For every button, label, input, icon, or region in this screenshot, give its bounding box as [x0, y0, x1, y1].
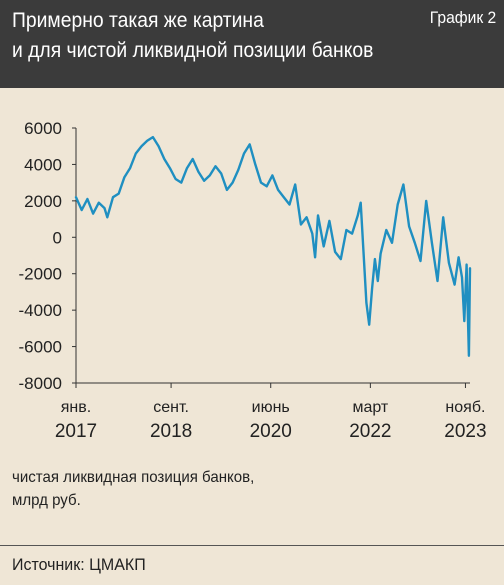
y-tick-label: 4000	[24, 155, 62, 174]
header-bar: Примерно такая же картина и для чистой л…	[0, 0, 504, 88]
y-tick-label: -8000	[19, 374, 62, 393]
caption-line-1: чистая ликвидная позиция банков,	[12, 469, 255, 486]
y-tick-label: -4000	[19, 301, 62, 320]
x-tick-label-month: март	[352, 399, 388, 416]
y-tick-label: 2000	[24, 192, 62, 211]
y-tick-label: -2000	[19, 265, 62, 284]
chart-title: Примерно такая же картина и для чистой л…	[12, 6, 380, 66]
title-line-1: Примерно такая же картина	[12, 9, 264, 32]
y-tick-label: 0	[53, 228, 62, 247]
line-chart: 6000 4000 2000 0 -2000 -4000 -6000 -8000 янв. 201…	[19, 119, 487, 442]
x-tick-label-month: нояб.	[445, 399, 485, 416]
series-line-net-liquidity	[74, 135, 472, 357]
series-caption: чистая ликвидная позиция банков, млрд ру…	[12, 466, 254, 512]
source-divider	[0, 545, 504, 546]
x-tick-label-year: 2020	[250, 421, 292, 442]
x-tick-label-year: 2023	[444, 421, 486, 442]
figure-number-badge: График 2	[429, 8, 496, 27]
caption-line-2: млрд руб.	[12, 492, 81, 509]
x-tick-label-month: сент.	[153, 399, 189, 416]
y-tick-label: 6000	[24, 119, 62, 138]
title-line-2: и для чистой ликвидной позиции банков	[12, 39, 374, 62]
x-tick-label-year: 2022	[349, 421, 391, 442]
x-tick-label-year: 2018	[150, 421, 192, 442]
x-tick-label-month: июнь	[252, 399, 290, 416]
x-tick-label-year: 2017	[55, 421, 97, 442]
source-note: Источник: ЦМАКП	[12, 555, 146, 574]
y-tick-label: -6000	[19, 338, 62, 357]
x-tick-label-month: янв.	[61, 399, 91, 416]
